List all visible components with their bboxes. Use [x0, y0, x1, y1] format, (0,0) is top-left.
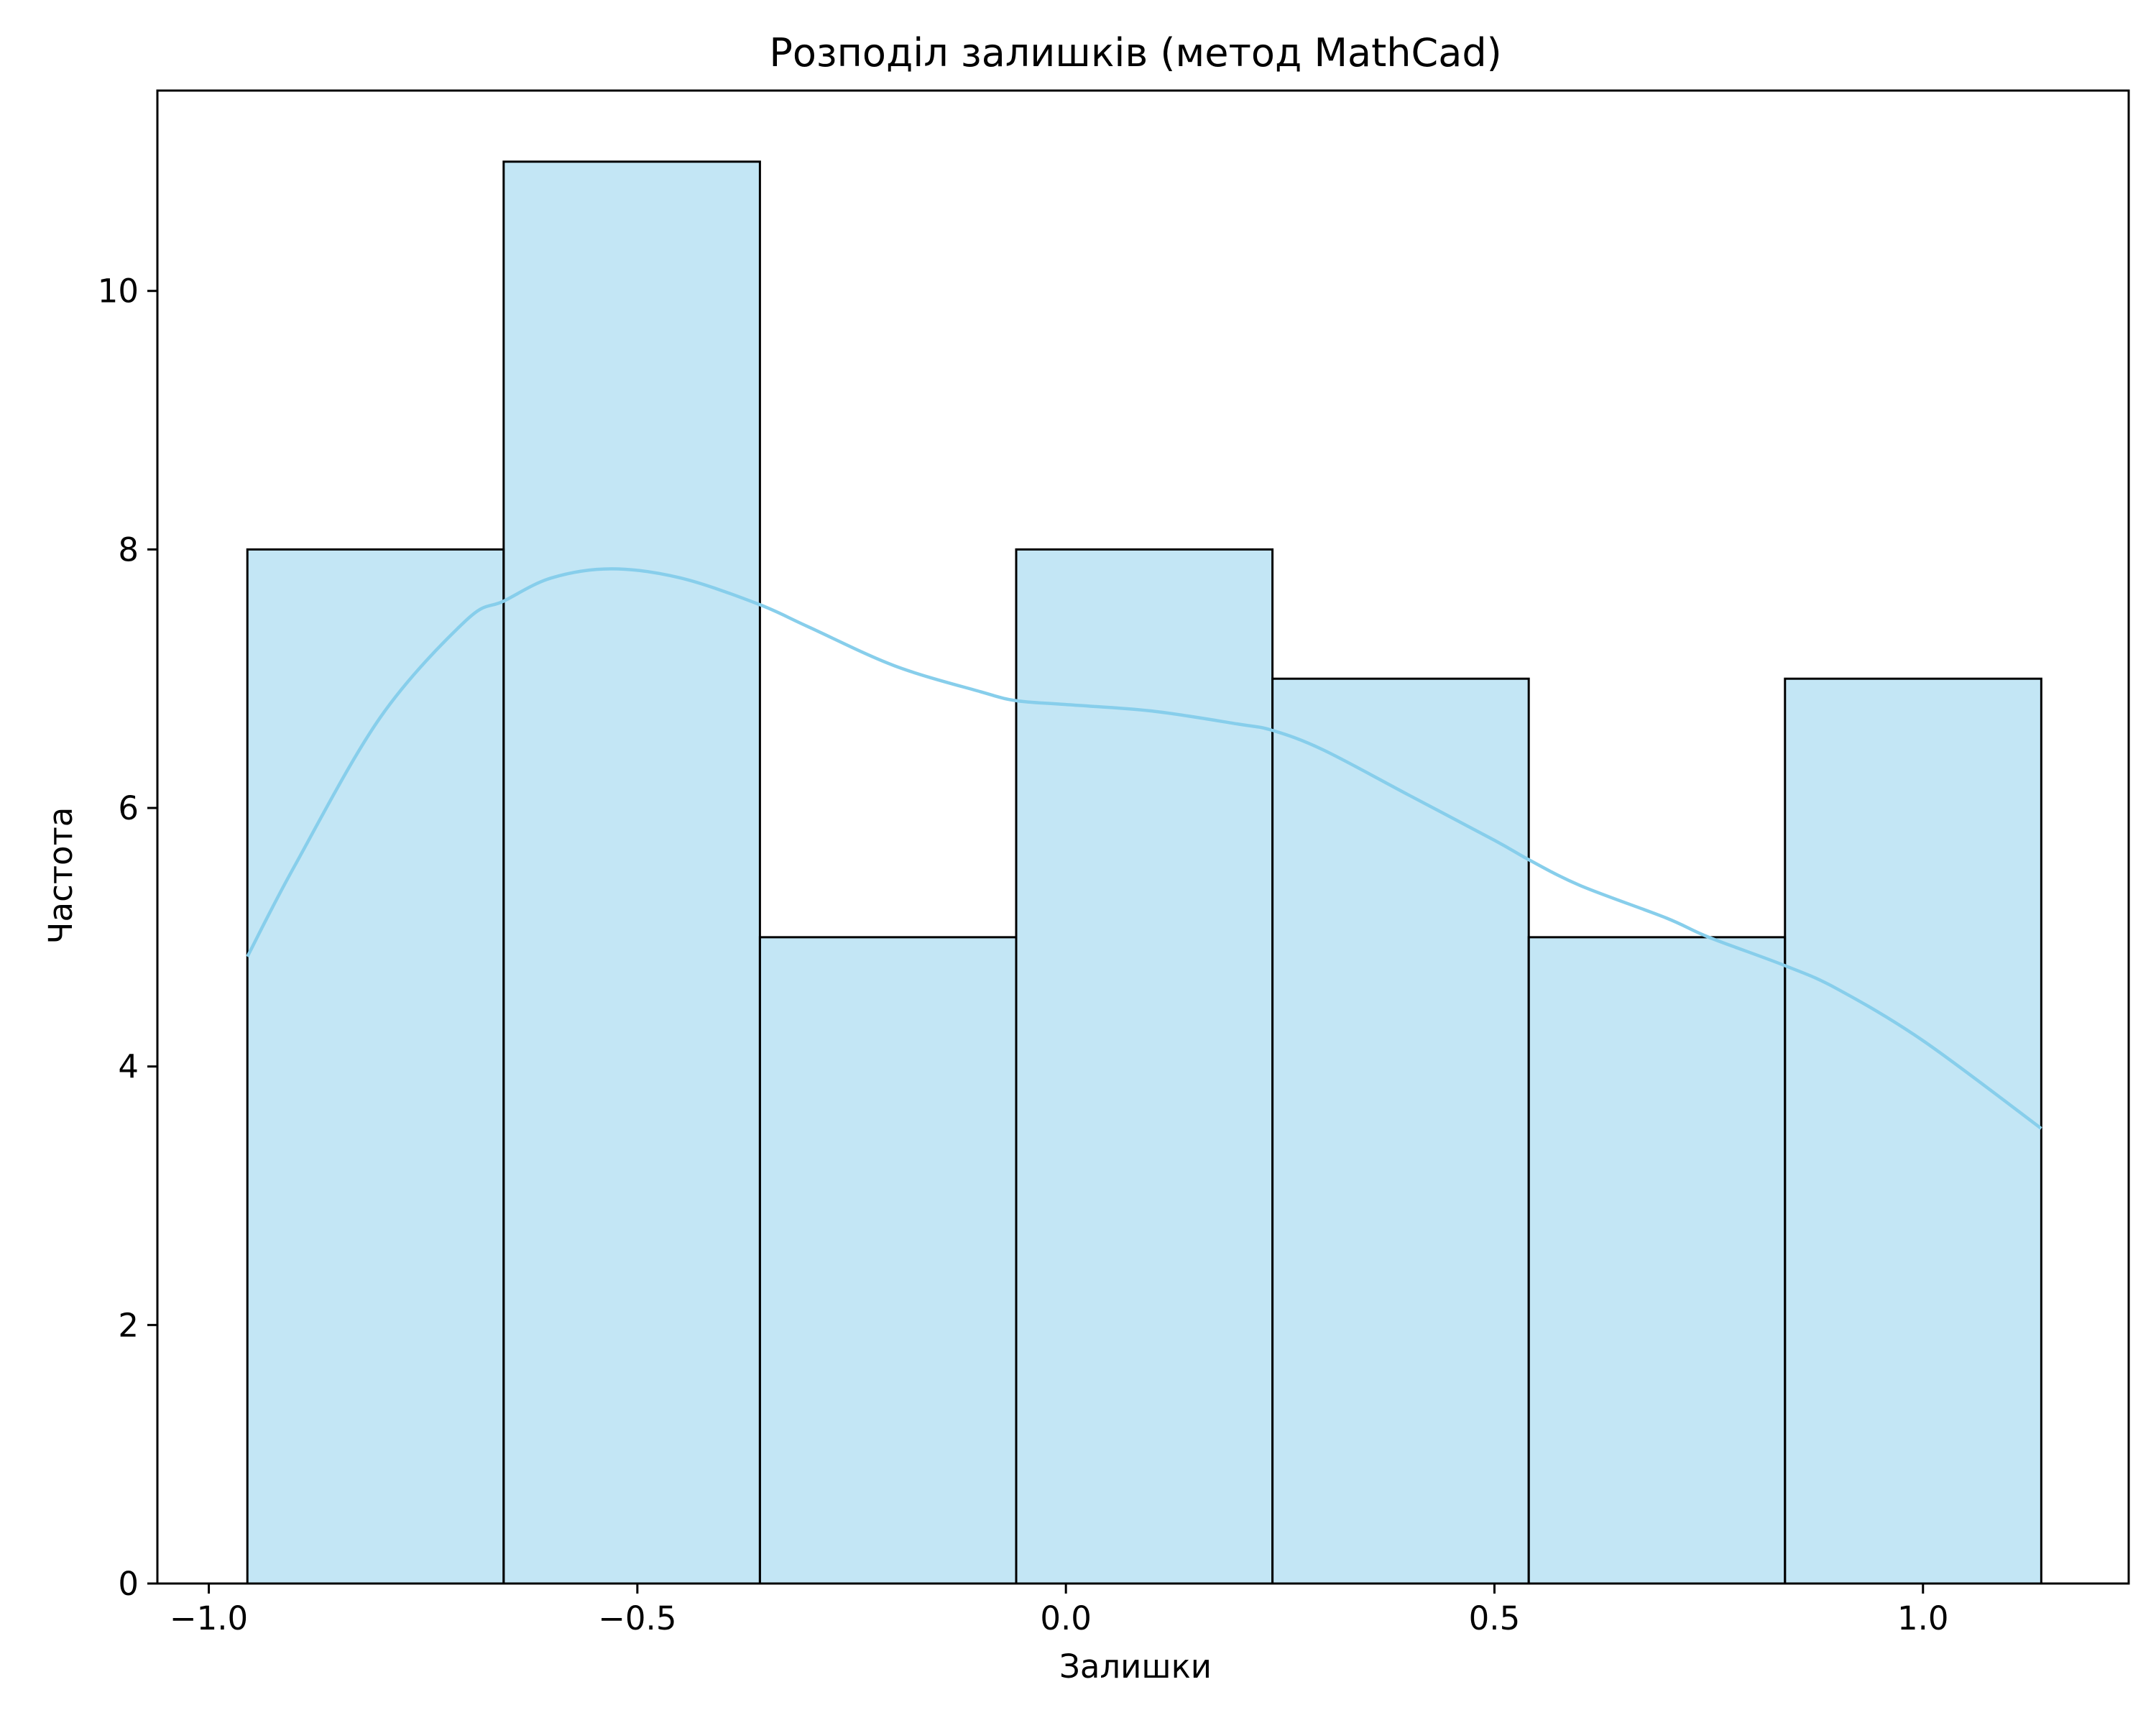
x-tick-label: 1.0	[1897, 1599, 1949, 1637]
histogram-bar-5	[1271, 677, 1530, 1585]
x-tick-label: −0.5	[598, 1599, 676, 1637]
chart-title: Розподіл залишків (метод MathCad)	[769, 30, 1501, 75]
histogram-bar-1	[246, 548, 505, 1585]
x-axis-ticks: −1.0 −0.5 0.0 0.5 1.0	[170, 1584, 1949, 1637]
y-tick-label: 8	[118, 530, 139, 569]
x-tick-label: 0.5	[1469, 1599, 1521, 1637]
x-axis-label: Залишки	[1059, 1647, 1212, 1686]
histogram-bar-6	[1527, 936, 1787, 1585]
histogram-bar-7	[1784, 677, 2042, 1585]
x-tick-label: 0.0	[1040, 1599, 1092, 1637]
y-axis-ticks: 0 2 4 6 8 10	[98, 272, 157, 1603]
x-tick-label: −1.0	[170, 1599, 248, 1637]
y-tick-label: 6	[118, 789, 139, 827]
bars-group	[246, 160, 2042, 1585]
y-axis-label: Частота	[42, 807, 80, 945]
kde-curve	[246, 567, 2042, 1130]
y-tick-label: 10	[98, 272, 139, 311]
histogram-bar-2	[502, 160, 761, 1585]
histogram-bar-3	[758, 936, 1018, 1585]
plot-frame	[156, 89, 2130, 1585]
y-tick-label: 0	[118, 1565, 139, 1603]
y-tick-label: 2	[118, 1306, 139, 1344]
y-tick-label: 4	[118, 1048, 139, 1086]
